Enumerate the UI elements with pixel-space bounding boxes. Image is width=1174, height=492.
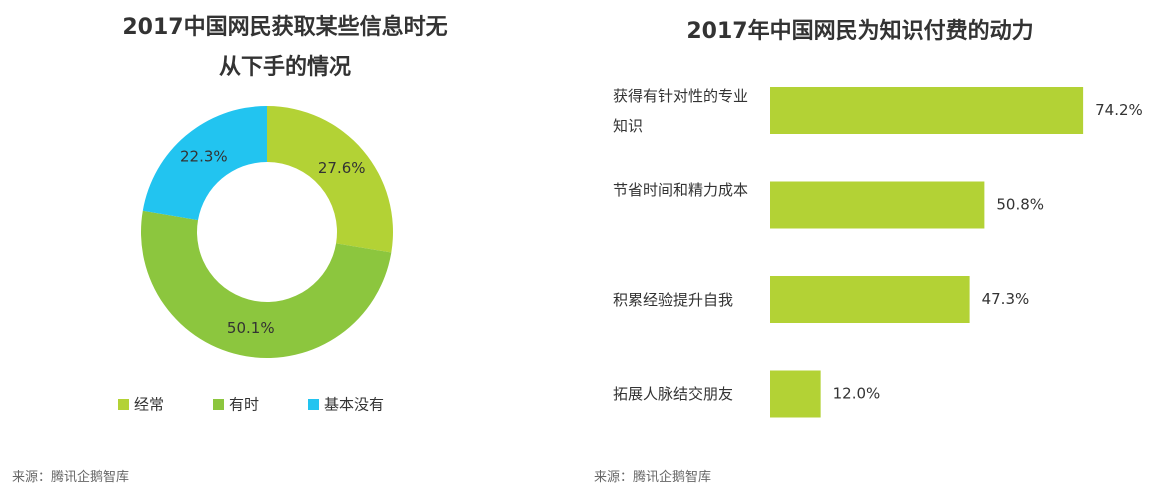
data-label: 50.1% [227, 319, 275, 337]
category-label: 积累经验提升自我 [613, 290, 734, 309]
donut-slice [267, 106, 393, 253]
donut-slice [140, 210, 392, 359]
source: 来源：腾讯企鹅智库 [594, 470, 712, 485]
bar [770, 87, 1084, 134]
source: 来源：腾讯企鹅智库 [12, 470, 130, 485]
data-label: 12.0% [833, 385, 881, 403]
legend-label: 基本没有 [324, 396, 384, 414]
legend-label: 经常 [134, 396, 164, 414]
legend-label: 有时 [229, 396, 259, 414]
data-label: 50.8% [996, 196, 1044, 214]
bar-title: 2017年中国网民为知识付费的动力 [686, 19, 1034, 44]
category-label: 获得有针对性的专业知识 [613, 86, 749, 135]
data-label: 47.3% [982, 290, 1030, 308]
legend-swatch [118, 399, 129, 410]
bar [770, 370, 821, 418]
bar [770, 181, 985, 229]
data-label: 27.6% [318, 159, 366, 177]
data-label: 22.3% [180, 148, 228, 166]
category-label: 拓展人脉结交朋友 [613, 385, 734, 403]
data-label: 74.2% [1095, 101, 1143, 119]
bar [770, 276, 970, 323]
category-label: 节省时间和精力成本 [613, 181, 749, 199]
pie-title: 2017中国网民获取某些信息时无从下手的情况 [122, 15, 448, 80]
legend-swatch [308, 399, 319, 410]
legend-swatch [213, 399, 224, 410]
donut-slice [142, 106, 267, 221]
